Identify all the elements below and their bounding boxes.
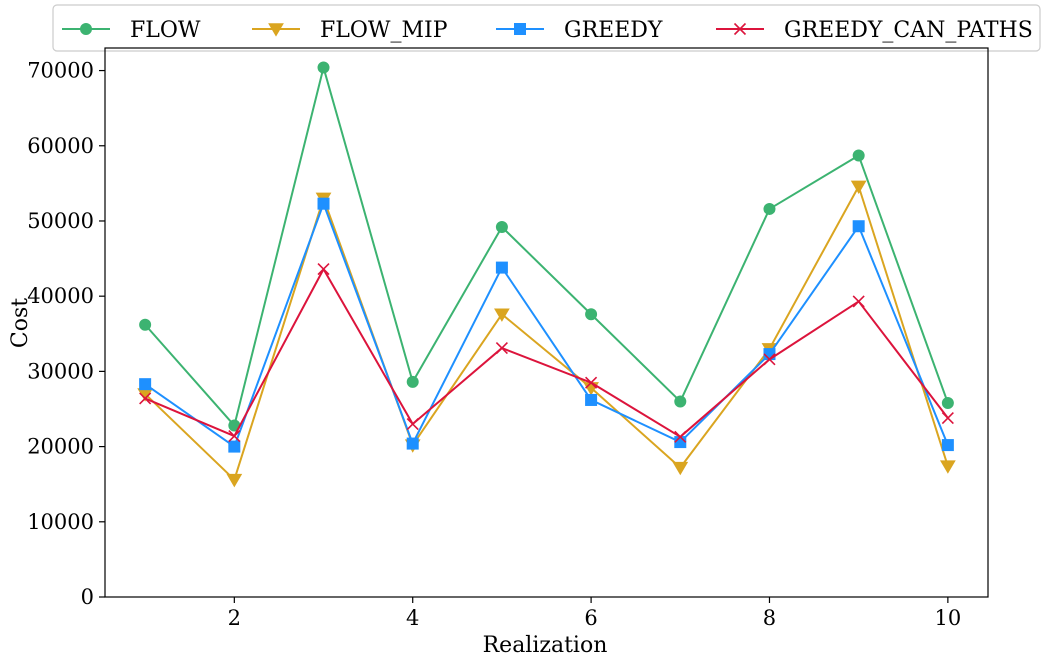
data-point (672, 461, 689, 476)
data-point (585, 376, 598, 389)
data-point (228, 429, 241, 443)
legend-label: GREEDY_CAN_PATHS (784, 18, 1033, 43)
legend-entry-greedy: GREEDY (496, 18, 663, 43)
data-point (139, 392, 152, 405)
data-point (852, 220, 865, 233)
y-tick-label: 70000 (27, 59, 94, 83)
series-greedy (139, 197, 954, 453)
legend-label: GREEDY (564, 18, 663, 43)
data-point (585, 308, 598, 321)
x-axis-label: Realization (483, 633, 608, 658)
data-point (763, 202, 776, 215)
data-point (317, 197, 330, 210)
data-point (939, 460, 956, 474)
x-axis: 2 4 6 8 10 (228, 597, 961, 630)
series-line (144, 202, 949, 448)
legend-label: FLOW (130, 18, 201, 43)
data-point (674, 436, 687, 449)
series-greedy-can-paths (139, 263, 954, 443)
y-tick-label: 50000 (27, 209, 94, 233)
legend-marker (80, 23, 92, 35)
legend-marker (268, 23, 284, 37)
data-point (139, 318, 152, 331)
data-point (941, 411, 954, 425)
y-tick-label: 0 (81, 585, 94, 609)
legend-label: FLOW_MIP (320, 18, 448, 43)
legend-entry-flow: FLOW (62, 18, 201, 43)
data-point (852, 295, 865, 308)
data-point (495, 342, 508, 355)
y-tick-label: 30000 (27, 359, 94, 383)
series-line (144, 268, 949, 438)
legend-frame (52, 4, 1041, 52)
legend-entry-greedy-can-paths: GREEDY_CAN_PATHS (716, 18, 1033, 43)
y-tick-label: 40000 (27, 284, 94, 308)
y-axis: 0 10000 20000 30000 40000 50000 60000 70000 (27, 59, 105, 609)
x-tick-label: 8 (763, 606, 776, 630)
data-point (228, 440, 241, 453)
legend-marker (733, 22, 747, 36)
data-point (317, 263, 330, 276)
plot-frame (104, 47, 989, 598)
data-point (317, 61, 330, 74)
y-tick-label: 60000 (27, 134, 94, 158)
plot-area (104, 47, 989, 598)
data-point (495, 220, 508, 233)
data-point (674, 430, 687, 443)
data-point (495, 261, 508, 274)
x-tick-label: 10 (934, 606, 961, 630)
x-tick-label: 4 (406, 606, 419, 630)
series-flow (139, 61, 954, 432)
legend: FLOW FLOW_MIP GREEDY GREEDY_CAN_PATHS (52, 4, 1041, 52)
data-point (941, 396, 954, 409)
data-point (406, 417, 419, 431)
data-point (139, 378, 152, 391)
y-tick-label: 10000 (27, 510, 94, 534)
legend-entry-flow-mip: FLOW_MIP (252, 18, 448, 43)
data-point (226, 473, 243, 488)
data-point (494, 308, 510, 322)
series-line (144, 66, 949, 427)
x-tick-label: 2 (228, 606, 241, 630)
series-line (144, 185, 949, 481)
data-point (852, 149, 865, 162)
legend-marker (514, 23, 526, 35)
y-axis-label: Cost (8, 298, 33, 348)
y-tick-label: 20000 (27, 435, 94, 459)
data-point (850, 180, 867, 195)
data-point (674, 395, 687, 408)
data-point (941, 439, 954, 452)
data-point (406, 375, 419, 388)
data-point (763, 353, 776, 366)
x-tick-label: 6 (584, 606, 597, 630)
data-point (406, 437, 419, 450)
data-point (585, 393, 598, 406)
